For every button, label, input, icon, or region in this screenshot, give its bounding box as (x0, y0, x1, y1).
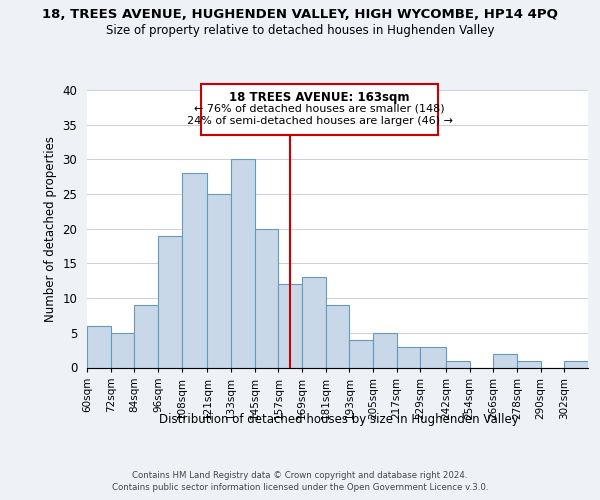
Bar (565, 360, 588, 368)
Bar (493, 354, 517, 368)
Text: 24% of semi-detached houses are larger (46) →: 24% of semi-detached houses are larger (… (187, 116, 453, 126)
Bar (349, 340, 373, 367)
Y-axis label: Number of detached properties: Number of detached properties (44, 136, 57, 322)
Bar (158, 236, 182, 368)
Text: Size of property relative to detached houses in Hughenden Valley: Size of property relative to detached ho… (106, 24, 494, 37)
Bar (421, 346, 446, 368)
Bar (302, 278, 326, 368)
Bar (446, 360, 470, 368)
Bar (373, 333, 397, 368)
Bar (397, 346, 421, 368)
Bar (254, 229, 278, 368)
Bar (110, 333, 134, 368)
Bar (87, 326, 110, 368)
Text: 18, TREES AVENUE, HUGHENDEN VALLEY, HIGH WYCOMBE, HP14 4PQ: 18, TREES AVENUE, HUGHENDEN VALLEY, HIGH… (42, 8, 558, 20)
Text: 18 TREES AVENUE: 163sqm: 18 TREES AVENUE: 163sqm (229, 92, 410, 104)
Bar (231, 160, 254, 368)
FancyBboxPatch shape (202, 84, 438, 135)
Text: Contains HM Land Registry data © Crown copyright and database right 2024.: Contains HM Land Registry data © Crown c… (132, 471, 468, 480)
Bar (278, 284, 302, 368)
Bar (134, 305, 158, 368)
Bar (517, 360, 541, 368)
Text: ← 76% of detached houses are smaller (148): ← 76% of detached houses are smaller (14… (194, 104, 445, 114)
Bar (208, 194, 231, 368)
Text: Distribution of detached houses by size in Hughenden Valley: Distribution of detached houses by size … (159, 412, 519, 426)
Bar (182, 173, 208, 368)
Text: Contains public sector information licensed under the Open Government Licence v.: Contains public sector information licen… (112, 484, 488, 492)
Bar (326, 305, 349, 368)
